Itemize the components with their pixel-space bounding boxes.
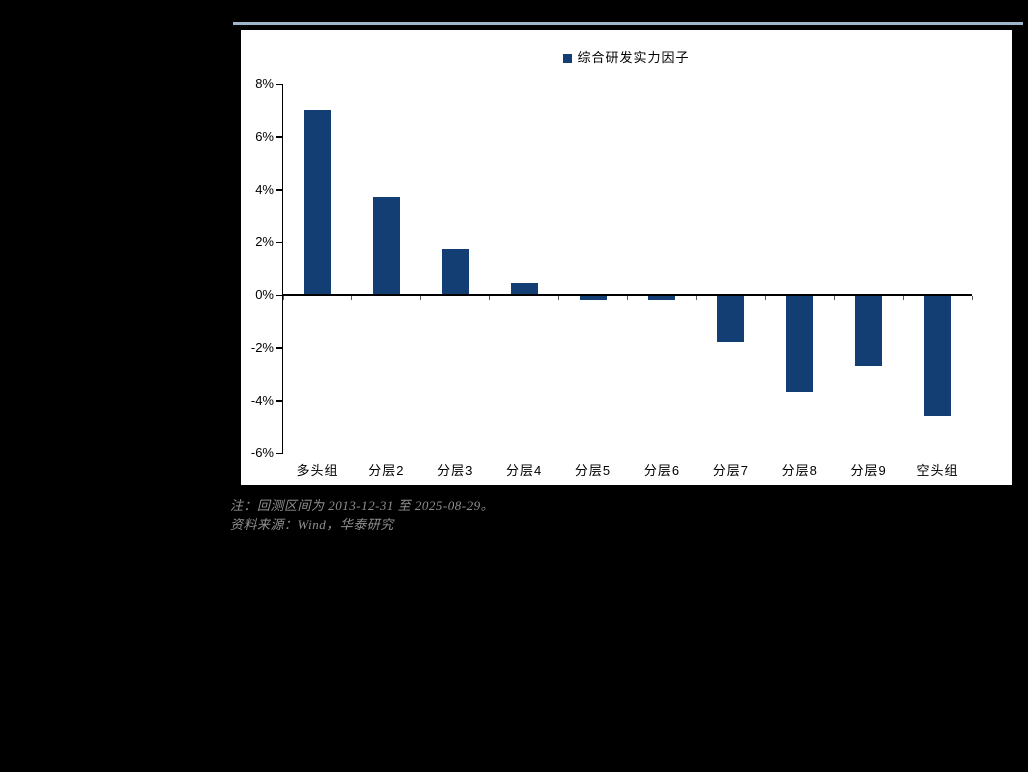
y-axis-tick-label: 4% (255, 181, 274, 197)
x-axis-tick (282, 296, 284, 300)
bar (510, 283, 538, 295)
x-axis-tick (971, 296, 973, 300)
bar (579, 296, 607, 300)
bar (303, 110, 331, 295)
footnote-backtest-period: 注：回测区间为 2013-12-31 至 2025-08-29。 (230, 498, 495, 513)
x-axis-label: 分层4 (506, 463, 543, 478)
bar (924, 296, 952, 416)
y-axis-tick (276, 241, 282, 244)
x-axis-label: 分层7 (712, 463, 749, 478)
y-axis-tick-label: -4% (250, 392, 274, 408)
x-axis-tick (351, 296, 353, 300)
x-axis-tick (627, 296, 628, 300)
x-axis-tick (420, 296, 422, 300)
bar (372, 197, 400, 295)
y-axis-tick-label: -6% (250, 445, 274, 461)
x-axis-label: 多头组 (296, 463, 339, 478)
legend: 综合研发实力因子 (241, 51, 1012, 65)
legend-swatch-icon (563, 53, 573, 63)
y-axis-tick (276, 136, 282, 138)
bar (648, 296, 676, 300)
x-axis-label: 分层9 (850, 463, 887, 478)
x-axis-tick (833, 296, 835, 300)
footnote-data-source: 资料来源：Wind，华泰研究 (230, 517, 394, 532)
x-axis-label: 分层8 (781, 463, 818, 478)
x-axis-tick (695, 296, 697, 300)
bar (786, 296, 814, 393)
y-axis-tick-label: 2% (255, 234, 274, 250)
legend-label: 综合研发实力因子 (577, 50, 690, 65)
chart-footnotes: 注：回测区间为 2013-12-31 至 2025-08-29。 资料来源：Wi… (230, 496, 494, 534)
x-axis-tick (764, 296, 766, 300)
x-axis-tick (558, 296, 560, 300)
y-axis-tick (276, 452, 282, 455)
x-axis-label: 分层3 (437, 463, 474, 478)
x-axis-label: 分层5 (574, 463, 612, 478)
x-axis-label: 空头组 (916, 463, 959, 478)
x-axis-label: 分层6 (643, 463, 681, 478)
y-axis-tick (276, 294, 282, 296)
bar (717, 296, 745, 343)
y-axis-line (281, 84, 283, 455)
y-axis-tick (276, 83, 282, 85)
x-axis-tick (489, 296, 491, 300)
y-axis-tick-label: 6% (255, 128, 274, 144)
top-accent-line (233, 22, 1023, 25)
x-axis-line (281, 294, 972, 296)
bar-chart-plot-area: 8% 6% 4% 2% 0% -2% -4% -6% 多头组 分层2 分层3 分层4 分层5 分层6 分层7… (241, 30, 1012, 485)
y-axis-tick-label: 0% (255, 287, 274, 302)
bar (855, 296, 883, 366)
y-axis-tick-label: 8% (255, 76, 274, 91)
bar (441, 248, 469, 295)
y-axis-tick-label: -2% (250, 339, 274, 355)
x-axis-label: 分层2 (368, 463, 405, 478)
y-axis-tick (276, 400, 282, 402)
chart-panel: 综合研发实力因子 8% 6% 4% 2% 0% -2% -4% -6% 多头组 分层2 分层3 分层4… (241, 30, 1012, 485)
y-axis-tick (276, 189, 282, 191)
y-axis-tick (276, 347, 282, 349)
x-axis-tick (902, 296, 904, 300)
